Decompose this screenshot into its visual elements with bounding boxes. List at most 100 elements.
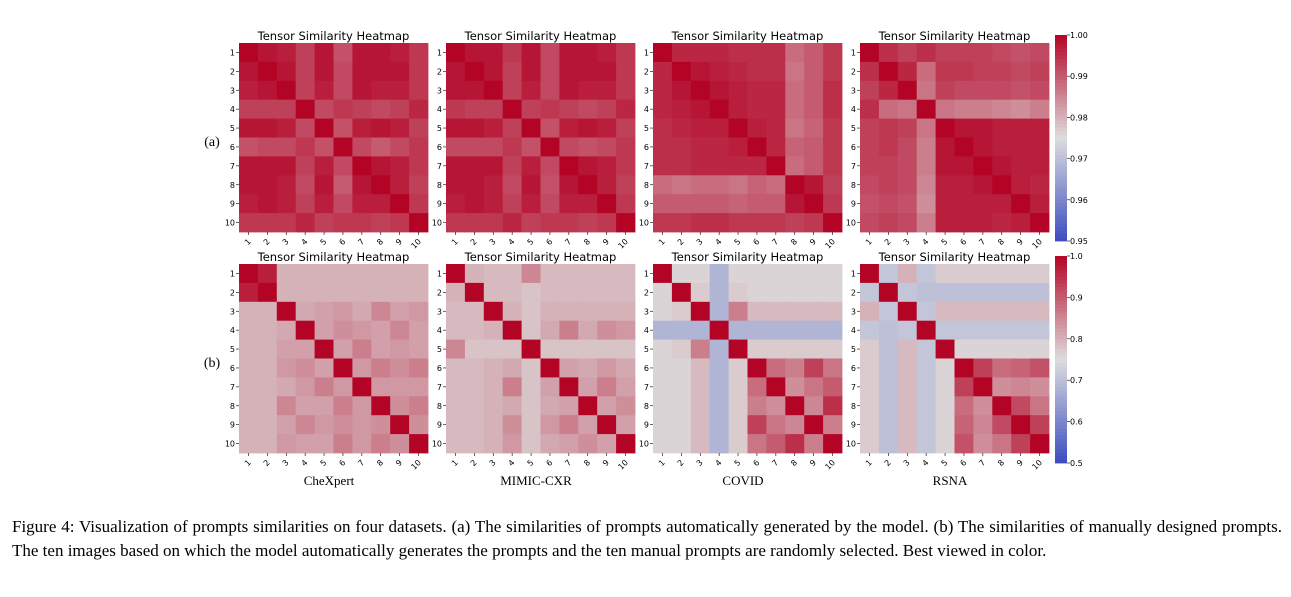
y-tick-label: 2 bbox=[851, 67, 856, 76]
heatmap-cell bbox=[766, 194, 786, 214]
heatmap-cell bbox=[897, 175, 918, 195]
heatmap-cell bbox=[916, 118, 936, 138]
heatmap-cell bbox=[916, 434, 936, 454]
heatmap-cell bbox=[446, 156, 466, 176]
heatmap-cell bbox=[992, 396, 1012, 416]
y-tick-label: 6 bbox=[644, 143, 649, 152]
heatmap-cell bbox=[257, 61, 278, 82]
heatmap-cell bbox=[878, 80, 899, 101]
x-tick-label: 5 bbox=[732, 237, 742, 247]
heatmap-cell bbox=[897, 264, 918, 284]
y-tick-label: 5 bbox=[230, 345, 235, 354]
y-tick-label: 4 bbox=[437, 105, 442, 114]
heatmap-cell bbox=[464, 320, 485, 340]
heatmap-cell bbox=[690, 61, 711, 82]
heatmap-cell bbox=[483, 175, 504, 195]
colorbar-segment bbox=[1055, 196, 1067, 201]
heatmap-cell bbox=[371, 396, 391, 416]
dataset-label-rsna: RSNA bbox=[933, 473, 968, 488]
y-tick-label: 9 bbox=[644, 421, 649, 430]
heatmap-cell bbox=[333, 213, 353, 233]
x-tick-label: 7 bbox=[563, 237, 573, 247]
heatmap-cell bbox=[314, 282, 334, 303]
x-tick-label: 8 bbox=[582, 237, 592, 247]
heatmap-cell bbox=[690, 339, 711, 359]
heatmap-cell bbox=[446, 415, 466, 435]
colorbar-segment bbox=[1055, 144, 1067, 149]
x-tick-label: 7 bbox=[356, 458, 366, 468]
heatmap-cell bbox=[897, 137, 918, 157]
heatmap-cell bbox=[860, 213, 880, 233]
heatmap-cell bbox=[257, 156, 278, 176]
dataset-label-covid: COVID bbox=[722, 473, 763, 488]
x-tick-label: 6 bbox=[958, 237, 968, 247]
x-tick-label: 2 bbox=[676, 458, 686, 468]
colorbar-segment bbox=[1055, 107, 1067, 111]
heatmap-cell bbox=[747, 264, 767, 284]
heatmap-cell bbox=[766, 415, 786, 435]
x-tick-label: 8 bbox=[789, 458, 799, 468]
heatmap-cell bbox=[616, 61, 636, 82]
heatmap-cell bbox=[239, 213, 259, 233]
heatmap-cell bbox=[935, 80, 955, 101]
x-tick-label: 7 bbox=[770, 458, 780, 468]
heatmap-cell bbox=[935, 301, 955, 322]
heatmap-cell bbox=[352, 213, 372, 233]
heatmap-cell bbox=[239, 264, 259, 284]
heatmap-cell bbox=[276, 377, 297, 397]
colorbar-segment bbox=[1055, 331, 1067, 336]
heatmap-cell bbox=[671, 282, 692, 303]
heatmap-cell bbox=[878, 434, 899, 454]
heatmap-cell bbox=[390, 282, 410, 303]
heatmap-cell bbox=[390, 61, 410, 82]
y-tick-label: 3 bbox=[644, 86, 649, 95]
heatmap-cell bbox=[616, 137, 636, 157]
heatmap-cell bbox=[540, 137, 560, 157]
heatmap-cell bbox=[390, 118, 410, 138]
heatmap-cell bbox=[935, 43, 955, 63]
heatmap-cell bbox=[409, 213, 429, 233]
heatmap-cell bbox=[390, 320, 410, 340]
y-tick-label: 7 bbox=[644, 162, 649, 171]
heatmap-cell bbox=[878, 320, 899, 340]
x-tick-label: 6 bbox=[751, 458, 761, 468]
heatmap-cell bbox=[409, 99, 429, 119]
colorbar-segment bbox=[1055, 100, 1067, 105]
heatmap-cell bbox=[1030, 99, 1050, 119]
heatmap-cell bbox=[446, 396, 466, 416]
colorbar-segment bbox=[1055, 259, 1067, 264]
x-tick-label: 10 bbox=[1030, 458, 1044, 472]
heatmap-cell bbox=[804, 415, 824, 435]
colorbar-segment bbox=[1055, 210, 1067, 214]
heatmap-cell bbox=[1030, 194, 1050, 214]
heatmap-cell bbox=[352, 377, 372, 397]
colorbar-tick-label: 0.5 bbox=[1070, 459, 1083, 468]
y-tick-label: 10 bbox=[639, 440, 649, 449]
heatmap-cell bbox=[992, 358, 1012, 378]
heatmap-cell bbox=[446, 194, 466, 214]
heatmap-cell bbox=[390, 99, 410, 119]
heatmap-cell bbox=[464, 396, 485, 416]
heatmap-cell bbox=[897, 434, 918, 454]
heatmap-cell bbox=[992, 213, 1012, 233]
heatmap-cell bbox=[390, 156, 410, 176]
heatmap-cell bbox=[483, 377, 504, 397]
heatmap-cell bbox=[823, 118, 843, 138]
heatmap-cell bbox=[728, 43, 748, 63]
heatmap-cell bbox=[540, 339, 560, 359]
heatmap-cell bbox=[823, 80, 843, 101]
x-tick-label: 2 bbox=[883, 237, 893, 247]
heatmap-cell bbox=[483, 137, 504, 157]
heatmap-cell bbox=[239, 301, 259, 322]
heatmap-cell bbox=[446, 213, 466, 233]
heatmap-cell bbox=[521, 301, 541, 322]
heatmap-cell bbox=[1030, 213, 1050, 233]
heatmap-cell bbox=[295, 339, 315, 359]
colorbar-segment bbox=[1055, 349, 1067, 353]
heatmap-cell bbox=[540, 118, 560, 138]
heatmap-cell bbox=[257, 377, 278, 397]
heatmap-cell bbox=[257, 194, 278, 214]
heatmap-cell bbox=[540, 61, 560, 82]
y-tick-label: 5 bbox=[851, 124, 856, 133]
heatmap-cell bbox=[878, 118, 899, 138]
